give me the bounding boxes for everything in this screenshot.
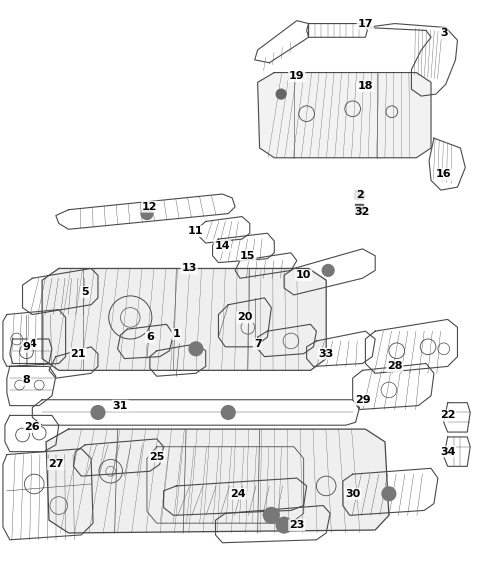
Text: 1: 1 xyxy=(172,329,180,339)
Polygon shape xyxy=(46,429,389,533)
Text: 15: 15 xyxy=(240,251,255,261)
Circle shape xyxy=(322,265,334,276)
Circle shape xyxy=(221,406,235,419)
Text: 21: 21 xyxy=(71,349,86,359)
Text: 30: 30 xyxy=(345,489,360,499)
Text: 19: 19 xyxy=(289,72,305,81)
Text: 5: 5 xyxy=(82,287,89,297)
Text: 3: 3 xyxy=(440,29,447,38)
Circle shape xyxy=(189,342,203,356)
Circle shape xyxy=(276,517,292,533)
Text: 22: 22 xyxy=(440,410,456,420)
Circle shape xyxy=(91,406,105,419)
Text: 20: 20 xyxy=(237,313,252,322)
Text: 16: 16 xyxy=(436,169,452,179)
Text: 34: 34 xyxy=(440,446,456,457)
Text: 18: 18 xyxy=(358,81,373,91)
Text: 7: 7 xyxy=(254,339,262,349)
Text: 17: 17 xyxy=(358,19,373,29)
Polygon shape xyxy=(258,73,431,158)
Text: 13: 13 xyxy=(181,264,197,274)
Text: 11: 11 xyxy=(188,226,204,236)
Text: 31: 31 xyxy=(113,400,128,411)
Bar xyxy=(355,190,363,199)
Text: 25: 25 xyxy=(149,452,165,462)
Text: 10: 10 xyxy=(296,270,312,281)
Bar xyxy=(355,204,363,212)
Text: 9: 9 xyxy=(23,342,30,352)
Text: 24: 24 xyxy=(230,489,246,499)
Text: 8: 8 xyxy=(23,375,30,385)
Text: 6: 6 xyxy=(146,332,154,342)
Text: 26: 26 xyxy=(24,422,40,432)
Text: 12: 12 xyxy=(142,202,157,212)
Circle shape xyxy=(276,89,286,99)
Text: 28: 28 xyxy=(387,361,403,371)
Circle shape xyxy=(141,208,153,219)
Text: 14: 14 xyxy=(215,241,230,251)
Polygon shape xyxy=(42,268,326,370)
Circle shape xyxy=(382,487,396,501)
Text: 32: 32 xyxy=(355,207,370,217)
Text: 29: 29 xyxy=(355,395,370,404)
Circle shape xyxy=(264,508,279,523)
Text: 27: 27 xyxy=(48,459,63,470)
Text: 23: 23 xyxy=(289,520,304,530)
Text: 2: 2 xyxy=(356,190,363,200)
Text: 33: 33 xyxy=(319,349,334,359)
Text: 4: 4 xyxy=(28,339,36,349)
